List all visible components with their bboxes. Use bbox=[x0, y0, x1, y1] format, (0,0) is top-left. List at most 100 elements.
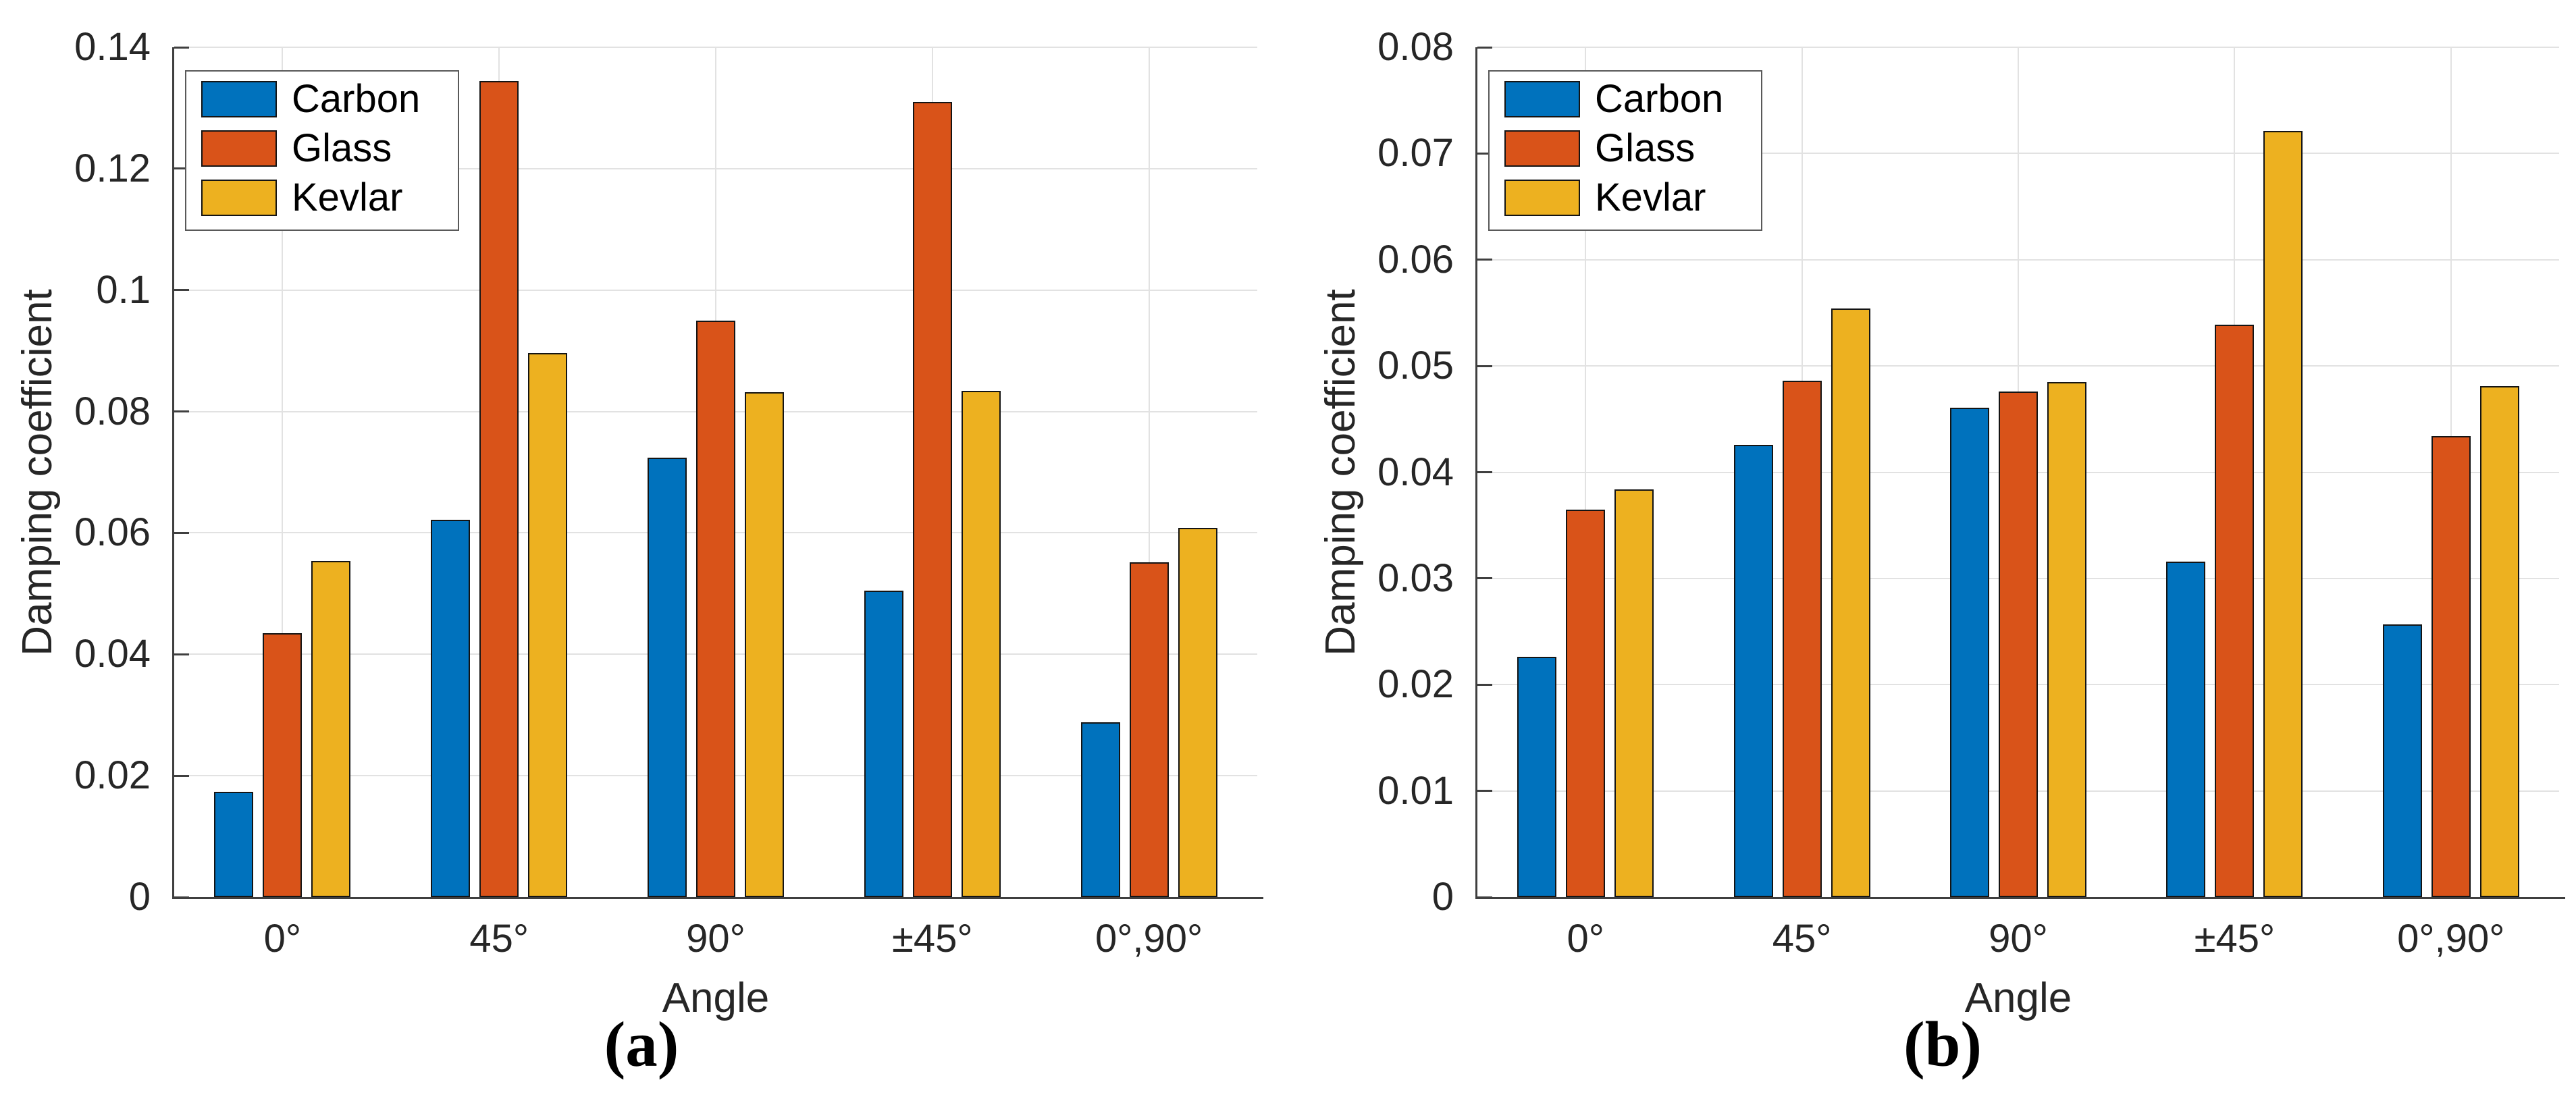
legend-swatch-glass bbox=[1504, 130, 1580, 167]
legend-swatch-kevlar bbox=[201, 180, 277, 216]
y-tick-label: 0 bbox=[1431, 875, 1454, 919]
legend-swatch-carbon bbox=[201, 81, 277, 117]
gridline-h bbox=[174, 167, 1257, 169]
x-axis-title: Angle bbox=[1964, 975, 2072, 1021]
legend-swatch-glass bbox=[201, 130, 277, 167]
bar-carbon-4 bbox=[2382, 624, 2422, 897]
y-tick-label: 0.04 bbox=[1377, 450, 1454, 494]
y-axis-title: Damping coefficient bbox=[14, 288, 61, 656]
y-tick-label: 0.02 bbox=[1377, 662, 1454, 707]
legend-label-kevlar: Kevlar bbox=[1595, 176, 1706, 219]
y-tick-mark bbox=[1477, 790, 1492, 792]
x-category-label: 0° bbox=[1567, 917, 1604, 961]
x-axis-title: Angle bbox=[662, 975, 770, 1021]
x-axis-line bbox=[1475, 897, 2565, 899]
legend-label-kevlar: Kevlar bbox=[292, 176, 403, 219]
gridline-h bbox=[1477, 153, 2559, 155]
y-tick-mark bbox=[174, 289, 189, 292]
bar-kevlar-4 bbox=[1178, 528, 1217, 897]
gridline-v bbox=[1148, 47, 1150, 897]
x-category-label: ±45° bbox=[892, 917, 973, 961]
bar-glass-2 bbox=[696, 320, 735, 897]
y-tick-label: 0 bbox=[128, 875, 151, 919]
bar-carbon-3 bbox=[2166, 561, 2206, 897]
y-tick-mark bbox=[1477, 471, 1492, 473]
bar-carbon-2 bbox=[648, 457, 687, 897]
x-category-label: 0°,90° bbox=[2397, 917, 2505, 961]
y-tick-label: 0.08 bbox=[1377, 25, 1454, 69]
x-category-label: 90° bbox=[1989, 917, 2048, 961]
y-axis-line bbox=[172, 47, 174, 899]
gridline-h bbox=[1477, 47, 2559, 48]
bar-glass-1 bbox=[479, 81, 519, 897]
bar-kevlar-2 bbox=[2047, 381, 2086, 897]
bar-kevlar-1 bbox=[1831, 308, 1870, 897]
bar-carbon-1 bbox=[431, 519, 471, 897]
bar-kevlar-3 bbox=[2263, 131, 2303, 897]
gridline-h bbox=[1477, 365, 2559, 367]
bar-glass-0 bbox=[263, 633, 303, 897]
x-category-label: 0°,90° bbox=[1095, 917, 1203, 961]
bar-kevlar-3 bbox=[961, 390, 1001, 897]
y-tick-label: 0.12 bbox=[74, 146, 151, 190]
bar-glass-3 bbox=[2215, 324, 2255, 897]
y-tick-label: 0.14 bbox=[74, 25, 151, 69]
y-tick-mark bbox=[174, 531, 189, 534]
x-category-label: 45° bbox=[469, 917, 529, 961]
bar-kevlar-0 bbox=[311, 560, 351, 897]
gridline-h bbox=[1477, 259, 2559, 261]
y-tick-label: 0.1 bbox=[96, 267, 151, 312]
legend-swatch-kevlar bbox=[1504, 180, 1580, 216]
bar-carbon-0 bbox=[214, 791, 254, 897]
x-category-label: 0° bbox=[263, 917, 302, 961]
gridline-h bbox=[174, 289, 1257, 291]
bar-kevlar-1 bbox=[528, 353, 568, 897]
y-tick-mark bbox=[174, 167, 189, 170]
bar-carbon-0 bbox=[1517, 657, 1557, 897]
y-tick-mark bbox=[1477, 365, 1492, 367]
subfigure-caption-b: (b) bbox=[1903, 1008, 1982, 1080]
x-category-label: ±45° bbox=[2194, 917, 2276, 961]
y-tick-mark bbox=[174, 46, 189, 49]
bar-carbon-4 bbox=[1080, 722, 1120, 897]
bar-glass-2 bbox=[1999, 391, 2038, 897]
y-axis-line bbox=[1475, 47, 1477, 899]
gridline-v bbox=[282, 47, 284, 897]
y-tick-label: 0.07 bbox=[1377, 131, 1454, 176]
bar-carbon-2 bbox=[1950, 407, 1989, 897]
y-tick-mark bbox=[174, 774, 189, 777]
bar-kevlar-4 bbox=[2479, 386, 2519, 897]
y-tick-label: 0.08 bbox=[74, 389, 151, 433]
y-tick-label: 0.05 bbox=[1377, 344, 1454, 388]
legend-label-carbon: Carbon bbox=[292, 77, 421, 121]
bar-glass-3 bbox=[912, 101, 952, 897]
x-category-label: 90° bbox=[686, 917, 745, 961]
legend-label-glass: Glass bbox=[292, 126, 392, 170]
bar-kevlar-2 bbox=[745, 392, 784, 897]
bar-carbon-1 bbox=[1733, 444, 1773, 897]
legend-label-carbon: Carbon bbox=[1595, 77, 1724, 121]
bar-kevlar-0 bbox=[1614, 489, 1654, 897]
x-category-label: 45° bbox=[1772, 917, 1832, 961]
y-tick-mark bbox=[1477, 152, 1492, 155]
y-tick-mark bbox=[1477, 46, 1492, 49]
y-tick-label: 0.06 bbox=[74, 510, 151, 555]
y-tick-mark bbox=[174, 653, 189, 655]
y-tick-label: 0.03 bbox=[1377, 556, 1454, 600]
legend: Carbon Glass Kevlar bbox=[1488, 70, 1762, 231]
legend-swatch-carbon bbox=[1504, 81, 1580, 117]
legend-label-glass: Glass bbox=[1595, 126, 1696, 170]
y-tick-label: 0.02 bbox=[74, 753, 151, 798]
bar-glass-4 bbox=[1129, 562, 1169, 897]
subfigure-caption-a: (a) bbox=[604, 1008, 679, 1080]
y-tick-label: 0.06 bbox=[1377, 237, 1454, 281]
y-tick-label: 0.04 bbox=[74, 632, 151, 676]
y-tick-mark bbox=[1477, 259, 1492, 261]
y-tick-mark bbox=[1477, 683, 1492, 686]
x-axis-line bbox=[172, 897, 1263, 899]
bar-glass-1 bbox=[1782, 381, 1822, 897]
gridline-h bbox=[174, 47, 1257, 48]
